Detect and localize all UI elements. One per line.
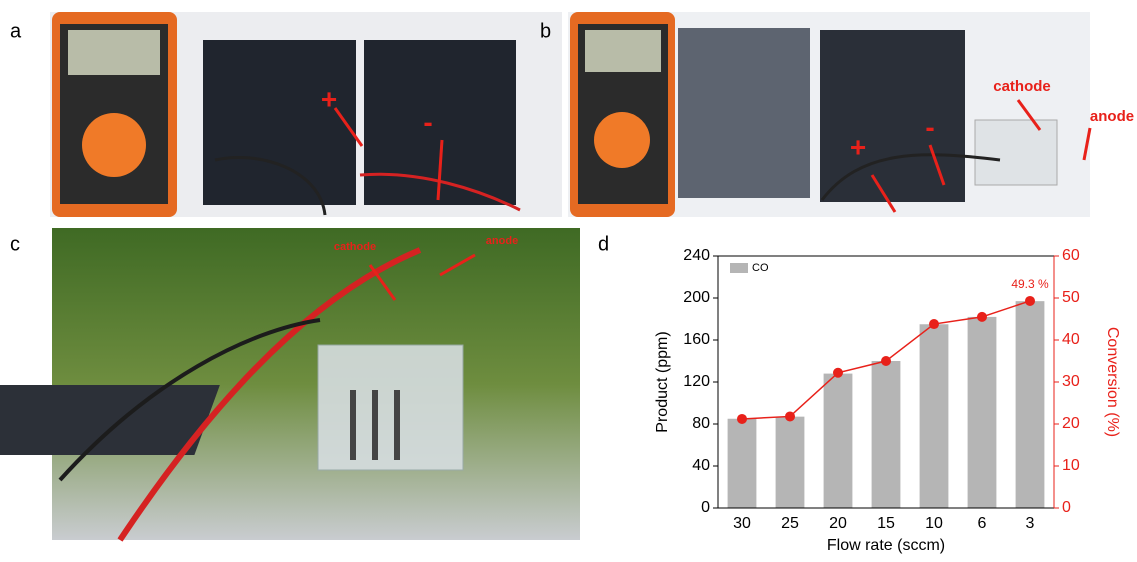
y2-tick-label: 50 bbox=[1062, 289, 1080, 306]
chart: 0 40 80 120 160 200 240 0 10 20 30 40 50 60 30 25 20 15 10… bbox=[654, 247, 1121, 554]
y-tick-label: 160 bbox=[683, 331, 710, 348]
y2-tick-label: 20 bbox=[1062, 415, 1080, 432]
bar bbox=[968, 317, 997, 508]
point bbox=[881, 356, 891, 366]
y-axis-label: Product (ppm) bbox=[654, 331, 671, 432]
legend-label: CO bbox=[752, 262, 769, 274]
panel-label: a bbox=[10, 20, 22, 42]
figure: a + - b cathode anode + - c cathode anod… bbox=[0, 0, 1137, 557]
panel-label: c bbox=[10, 233, 20, 255]
photo-a bbox=[50, 12, 562, 217]
point bbox=[833, 368, 843, 378]
page: a + - b cathode anode + - c cathode anod… bbox=[0, 0, 1137, 562]
photo-b bbox=[568, 12, 1090, 217]
y2-tick-label: 40 bbox=[1062, 331, 1080, 348]
x-tick-label: 3 bbox=[1026, 515, 1035, 532]
y2-tick-label: 30 bbox=[1062, 373, 1080, 390]
annotation: anode bbox=[486, 235, 518, 247]
y-tick-label: 240 bbox=[683, 247, 710, 264]
bar bbox=[776, 417, 805, 508]
bar bbox=[1016, 301, 1045, 508]
x-axis-label: Flow rate (sccm) bbox=[827, 537, 945, 554]
bar bbox=[824, 374, 853, 508]
annotation: + bbox=[850, 131, 866, 162]
x-tick-label: 15 bbox=[877, 515, 895, 532]
point bbox=[737, 414, 747, 424]
y-tick-label: 120 bbox=[683, 373, 710, 390]
x-tick-label: 6 bbox=[978, 515, 987, 532]
legend-swatch bbox=[730, 263, 748, 273]
annotation: anode bbox=[1090, 108, 1134, 125]
annotation: - bbox=[925, 111, 934, 142]
x-tick-label: 25 bbox=[781, 515, 799, 532]
y2-tick-label: 60 bbox=[1062, 247, 1080, 264]
point bbox=[1025, 296, 1035, 306]
photo-c bbox=[0, 228, 580, 540]
y-tick-label: 200 bbox=[683, 289, 710, 306]
x-tick-label: 30 bbox=[733, 515, 751, 532]
point bbox=[929, 319, 939, 329]
y-tick-label: 40 bbox=[692, 457, 710, 474]
panel-label: d bbox=[598, 233, 609, 255]
y2-tick-label: 10 bbox=[1062, 457, 1080, 474]
x-tick-label: 20 bbox=[829, 515, 847, 532]
annotation: cathode bbox=[334, 241, 376, 253]
y2-tick-label: 0 bbox=[1062, 499, 1071, 516]
y-tick-label: 80 bbox=[692, 415, 710, 432]
value-label: 49.3 % bbox=[1011, 277, 1049, 291]
panel-label: b bbox=[540, 20, 551, 42]
y-tick-label: 0 bbox=[701, 499, 710, 516]
x-tick-label: 10 bbox=[925, 515, 943, 532]
bar bbox=[920, 324, 949, 508]
point bbox=[977, 312, 987, 322]
annotation: cathode bbox=[993, 78, 1051, 95]
point bbox=[785, 411, 795, 421]
bar bbox=[728, 419, 757, 508]
annotation: + bbox=[321, 83, 337, 114]
y2-axis-label: Conversion (%) bbox=[1104, 327, 1121, 437]
annotation: - bbox=[423, 106, 432, 137]
bar bbox=[872, 361, 901, 508]
